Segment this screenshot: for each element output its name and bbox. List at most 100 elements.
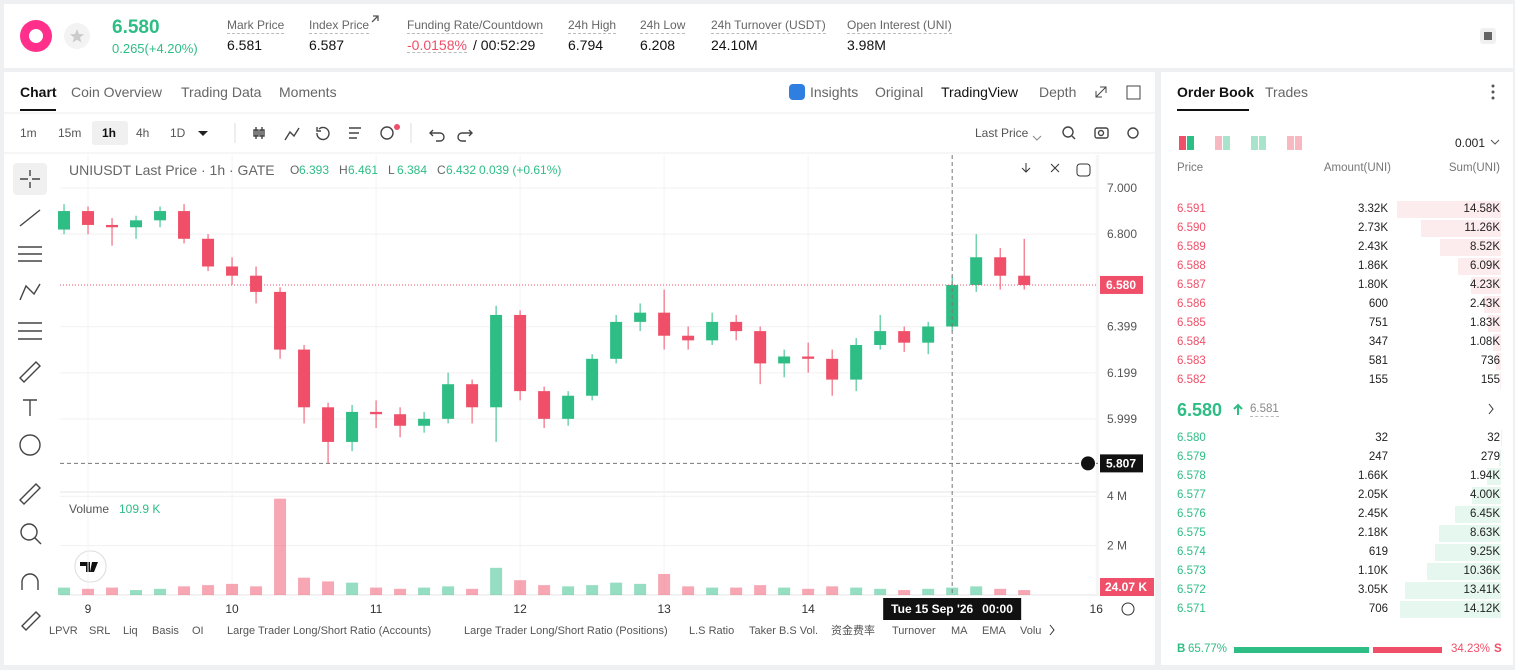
candle-body [1018, 275, 1031, 285]
candle-body [610, 321, 623, 359]
crosshair-time: 00:00 [982, 602, 1013, 616]
depth-bar [1427, 563, 1501, 580]
volume-bar [658, 574, 671, 595]
menu-dot [1491, 90, 1495, 94]
price-change: 0.265(+4.20%) [112, 41, 198, 56]
chart-control[interactable] [1021, 163, 1031, 173]
chart-panel [4, 72, 1155, 665]
volume-bar [226, 583, 239, 595]
indicator[interactable]: L.S Ratio [689, 625, 735, 637]
ob-sum: 14.12K [1463, 603, 1500, 615]
indicator[interactable]: EMA [982, 625, 1006, 637]
window-icon[interactable] [1126, 85, 1141, 100]
ob-price: 6.579 [1177, 451, 1206, 463]
candle-body [322, 407, 335, 442]
ob-price: 6.587 [1177, 279, 1206, 291]
ohlc-key: C [437, 163, 446, 177]
expand-arrow[interactable] [1488, 403, 1494, 415]
dropdown-icon[interactable] [1032, 135, 1042, 141]
x-tick-label: 9 [85, 602, 92, 616]
precision[interactable]: 0.001 [1455, 136, 1486, 150]
volume-bar [514, 580, 527, 595]
ob-price: 6.572 [1177, 584, 1206, 596]
depth-bar [1397, 201, 1501, 218]
indicator[interactable]: Liq [123, 625, 138, 637]
interval[interactable]: 1h [102, 126, 117, 140]
indicator[interactable]: OI [192, 625, 204, 637]
indicator[interactable]: Volu [1020, 625, 1042, 637]
volume-bar [826, 586, 839, 595]
scroll-right[interactable] [1049, 624, 1055, 636]
ob-sum: 11.26K [1464, 222, 1500, 234]
indicator[interactable]: Turnover [892, 625, 936, 637]
ob-price: 6.583 [1177, 355, 1206, 367]
candle-body [346, 411, 359, 442]
candle-body [442, 384, 455, 419]
tab[interactable]: Moments [279, 84, 337, 100]
up-arrow [1233, 403, 1243, 415]
tv-logo [74, 550, 107, 583]
tab[interactable]: Chart [20, 84, 57, 100]
tab[interactable]: Trading Data [181, 84, 262, 100]
indicator[interactable]: 资金费率 [831, 625, 875, 637]
view-mode-icons[interactable] [1179, 136, 1302, 150]
candle-body [226, 266, 239, 276]
last-volume-label: 24.07 K [1105, 580, 1147, 594]
ob-price: 6.578 [1177, 470, 1206, 482]
candle-body [850, 344, 863, 380]
depth-bar [1493, 334, 1501, 351]
volume-bar [298, 577, 311, 595]
chart-control[interactable] [1076, 163, 1091, 177]
stat-label: 24h Turnover (USDT) [711, 18, 826, 34]
interval[interactable]: 4h [136, 126, 150, 140]
ob-amount: 2.18K [1357, 527, 1388, 539]
depth-bar [1400, 601, 1501, 618]
view-tab[interactable]: TradingView [941, 84, 1019, 100]
candle-body [778, 356, 791, 364]
tab[interactable]: Coin Overview [71, 84, 163, 100]
indicator[interactable]: Large Trader Long/Short Ratio (Accounts) [227, 625, 432, 637]
candle-body [394, 414, 407, 426]
depth-bar [1454, 506, 1501, 523]
expand-icon[interactable] [1095, 86, 1107, 98]
candle-body [538, 391, 551, 419]
view-tab[interactable]: Insights [810, 84, 859, 100]
candle-body [490, 314, 503, 408]
y-tick-label: 7.000 [1107, 181, 1137, 195]
depth-bar [1439, 525, 1501, 542]
view-tab[interactable]: Depth [1039, 84, 1077, 100]
volume-bar [874, 588, 887, 595]
ob-tab[interactable]: Order Book [1177, 84, 1255, 100]
ob-tab[interactable]: Trades [1265, 84, 1309, 100]
indicator[interactable]: SRL [89, 625, 111, 637]
settings-icon[interactable] [1121, 602, 1135, 616]
volume-title: Volume [69, 502, 110, 516]
toolbar-icons[interactable] [253, 126, 1139, 142]
indicator[interactable]: Basis [152, 625, 179, 637]
stat-label: Mark Price [227, 18, 285, 34]
menu-dot[interactable] [1491, 84, 1495, 88]
volume-bar [154, 588, 167, 595]
indicator[interactable]: Large Trader Long/Short Ratio (Positions… [464, 625, 668, 637]
volume-bar [466, 588, 479, 595]
depth-bar [1420, 220, 1501, 237]
ratio-buy-bar [1234, 647, 1369, 653]
dropdown-icon[interactable] [198, 131, 208, 136]
indicator[interactable]: LPVR [49, 625, 78, 637]
candle-body [562, 395, 575, 419]
indicator[interactable]: MA [951, 625, 968, 637]
link-icon [371, 15, 379, 23]
interval[interactable]: 1m [20, 126, 37, 140]
dropdown-icon[interactable] [1490, 139, 1500, 145]
volume-value: 109.9 K [119, 502, 161, 516]
price-type[interactable]: Last Price [975, 126, 1029, 140]
volume-bar [442, 586, 455, 595]
interval[interactable]: 15m [58, 126, 82, 140]
drawing-tools[interactable] [18, 170, 42, 631]
tool-active[interactable] [13, 163, 47, 195]
interval[interactable]: 1D [170, 126, 186, 140]
view-tab[interactable]: Original [875, 84, 924, 100]
chart-control[interactable] [1050, 163, 1060, 173]
indicator[interactable]: Taker B.S Vol. [749, 625, 819, 637]
